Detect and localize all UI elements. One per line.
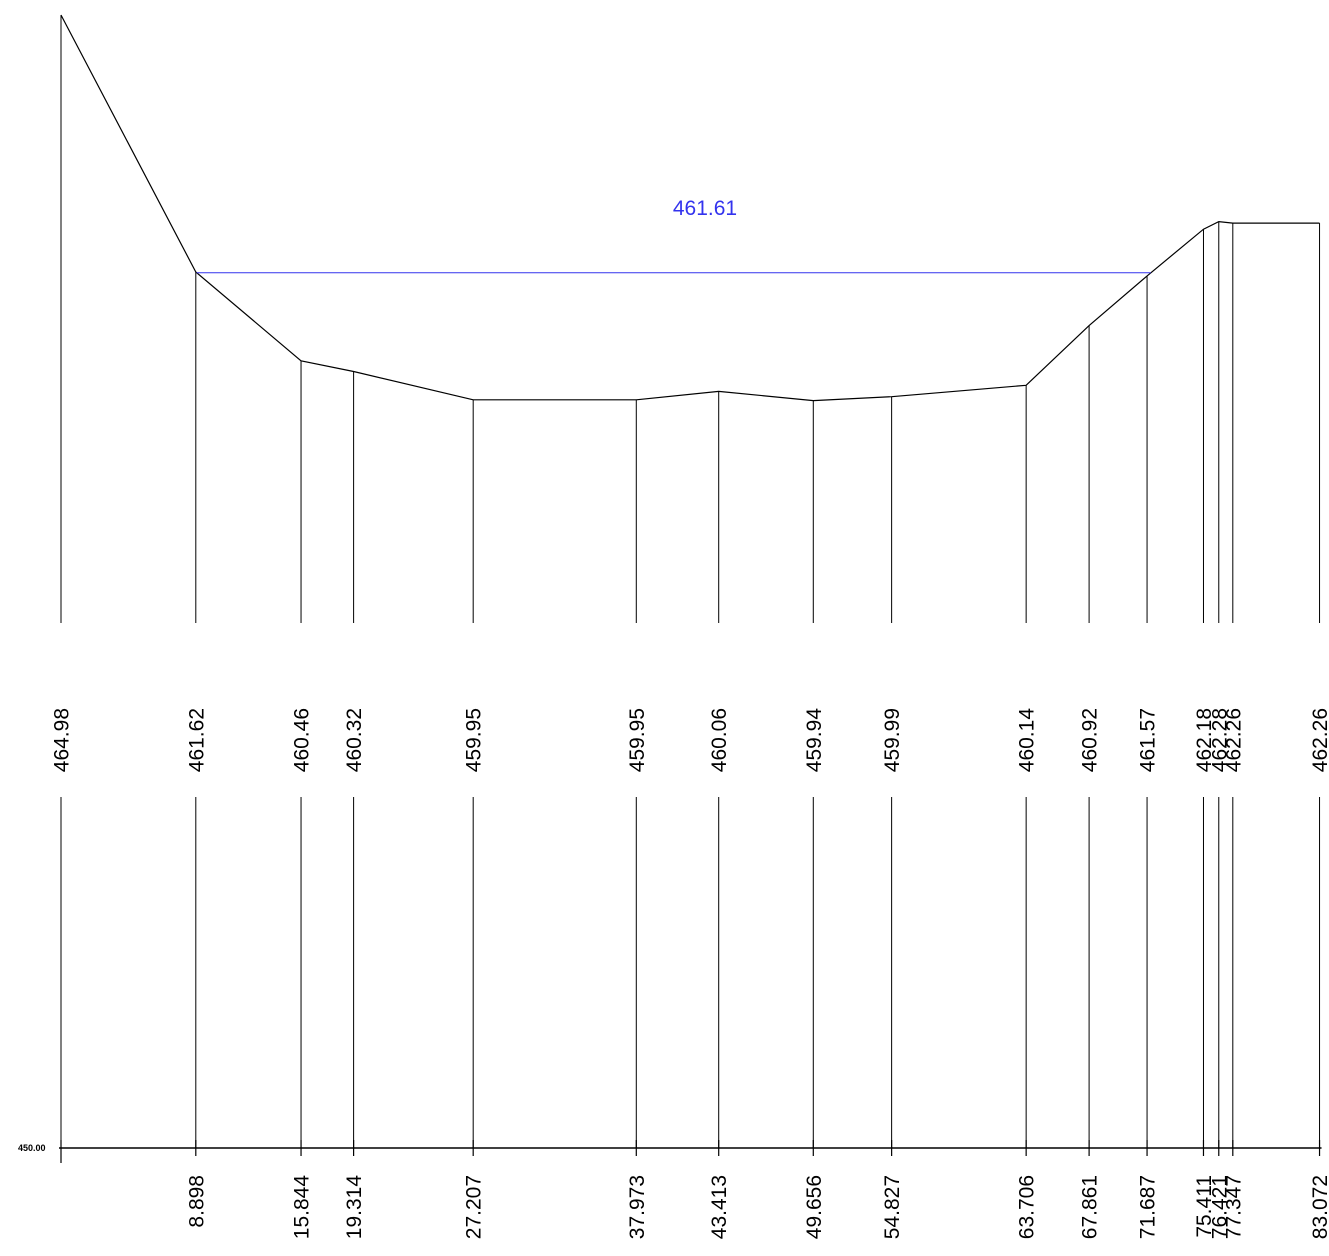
elevation-label-5: 459.95: [626, 708, 649, 772]
elevation-label-7: 459.94: [803, 708, 826, 773]
elevation-label-6: 460.06: [708, 708, 731, 772]
distance-label-4: 27.207: [463, 1175, 486, 1239]
terrain-profile-group: [60, 14, 1320, 402]
elevation-label-10: 460.92: [1079, 708, 1102, 772]
elevation-label-1: 461.62: [185, 708, 208, 772]
elevation-label-14: 462.26: [1222, 708, 1245, 772]
distance-label-5: 37.973: [626, 1175, 649, 1239]
elevation-label-4: 459.95: [463, 708, 486, 772]
distance-label-11: 71.687: [1137, 1175, 1160, 1239]
elevation-label-13: 462.28: [1208, 708, 1231, 772]
datum-baseline-group: 450.00: [18, 1140, 1322, 1163]
water-level-group: 461.61: [196, 197, 1151, 274]
elevation-label-3: 460.32: [343, 708, 366, 772]
distance-label-12: 75.411: [1193, 1175, 1216, 1238]
distance-label-10: 67.861: [1079, 1175, 1102, 1239]
datum-label: 450.00: [18, 1143, 46, 1153]
distance-label-2: 15.844: [291, 1175, 314, 1240]
terrain-profile-line: [60, 14, 1320, 402]
elevation-label-11: 461.57: [1137, 708, 1160, 772]
elevation-label-8: 459.99: [881, 708, 904, 772]
station-verticals-group: [60, 15, 1321, 1148]
distance-label-3: 19.314: [343, 1175, 366, 1240]
distance-label-9: 63.706: [1016, 1175, 1039, 1239]
distance-label-7: 49.656: [803, 1175, 826, 1239]
distance-label-15: 83.072: [1309, 1175, 1329, 1239]
elevation-label-2: 460.46: [291, 708, 314, 772]
elevation-label-12: 462.18: [1193, 708, 1216, 772]
elevation-label-15: 462.26: [1309, 708, 1329, 772]
elevation-label-0: 464.98: [51, 708, 74, 772]
distance-label-6: 43.413: [708, 1175, 731, 1239]
distance-label-13: 76.421: [1208, 1175, 1231, 1239]
elevation-label-9: 460.14: [1016, 708, 1039, 773]
distance-label-8: 54.827: [881, 1175, 904, 1239]
distance-label-1: 8.898: [185, 1175, 208, 1228]
distance-label-14: 77.347: [1222, 1175, 1245, 1239]
station-labels-group: 464.98 461.62 8.898 460.46 15.844 460.32 19.31…: [51, 708, 1329, 1240]
water-level-label: 461.61: [673, 197, 737, 220]
